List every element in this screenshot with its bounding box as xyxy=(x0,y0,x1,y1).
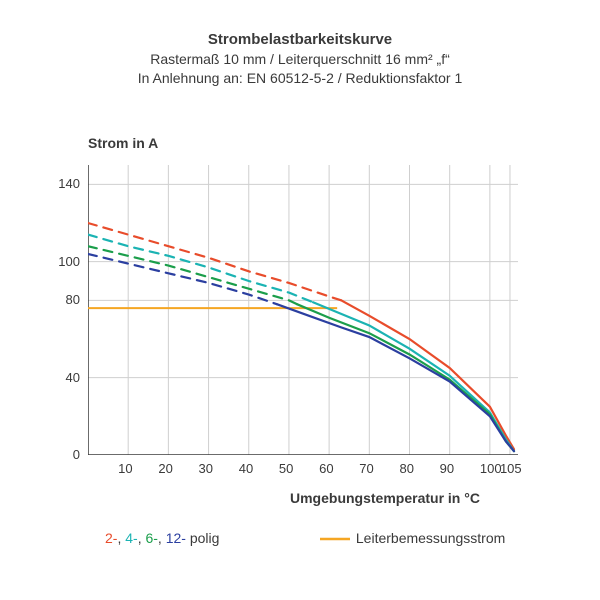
legend-2: 2-, xyxy=(105,530,125,546)
legend-reference: Leiterbemessungsstrom xyxy=(320,530,505,546)
legend-ref-label: Leiterbemessungsstrom xyxy=(356,530,505,546)
x-tick-label: 80 xyxy=(399,461,413,476)
legend-series: 2-, 4-, 6-, 12- polig xyxy=(105,530,219,546)
x-tick-label: 20 xyxy=(158,461,172,476)
y-tick-label: 80 xyxy=(66,292,80,307)
legend-4: 4-, xyxy=(125,530,145,546)
x-tick-label: 40 xyxy=(239,461,253,476)
x-tick-label: 70 xyxy=(359,461,373,476)
x-tick-label: 10 xyxy=(118,461,132,476)
title-sub2: In Anlehnung an: EN 60512-5-2 / Reduktio… xyxy=(0,69,600,88)
legend-12: 12- xyxy=(166,530,186,546)
x-tick-label: 105 xyxy=(500,461,522,476)
legend-6: 6-, xyxy=(145,530,165,546)
legend-ref-swatch xyxy=(320,532,352,546)
y-tick-label: 40 xyxy=(66,370,80,385)
y-tick-label: 0 xyxy=(73,447,80,462)
chart-area xyxy=(88,165,518,455)
x-tick-label: 30 xyxy=(199,461,213,476)
legend-suffix: polig xyxy=(186,530,219,546)
chart-svg xyxy=(88,165,518,455)
title-main: Strombelastbarkeitskurve xyxy=(0,30,600,50)
chart-titles: Strombelastbarkeitskurve Rastermaß 10 mm… xyxy=(0,0,600,88)
x-tick-label: 100 xyxy=(480,461,502,476)
x-tick-label: 50 xyxy=(279,461,293,476)
y-tick-label: 140 xyxy=(58,176,80,191)
x-axis-title: Umgebungstemperatur in °C xyxy=(290,490,480,506)
y-tick-label: 100 xyxy=(58,254,80,269)
y-axis-title: Strom in A xyxy=(88,135,158,151)
x-tick-label: 60 xyxy=(319,461,333,476)
page: Strombelastbarkeitskurve Rastermaß 10 mm… xyxy=(0,0,600,600)
title-sub1: Rastermaß 10 mm / Leiterquerschnitt 16 m… xyxy=(0,50,600,69)
x-tick-label: 90 xyxy=(440,461,454,476)
